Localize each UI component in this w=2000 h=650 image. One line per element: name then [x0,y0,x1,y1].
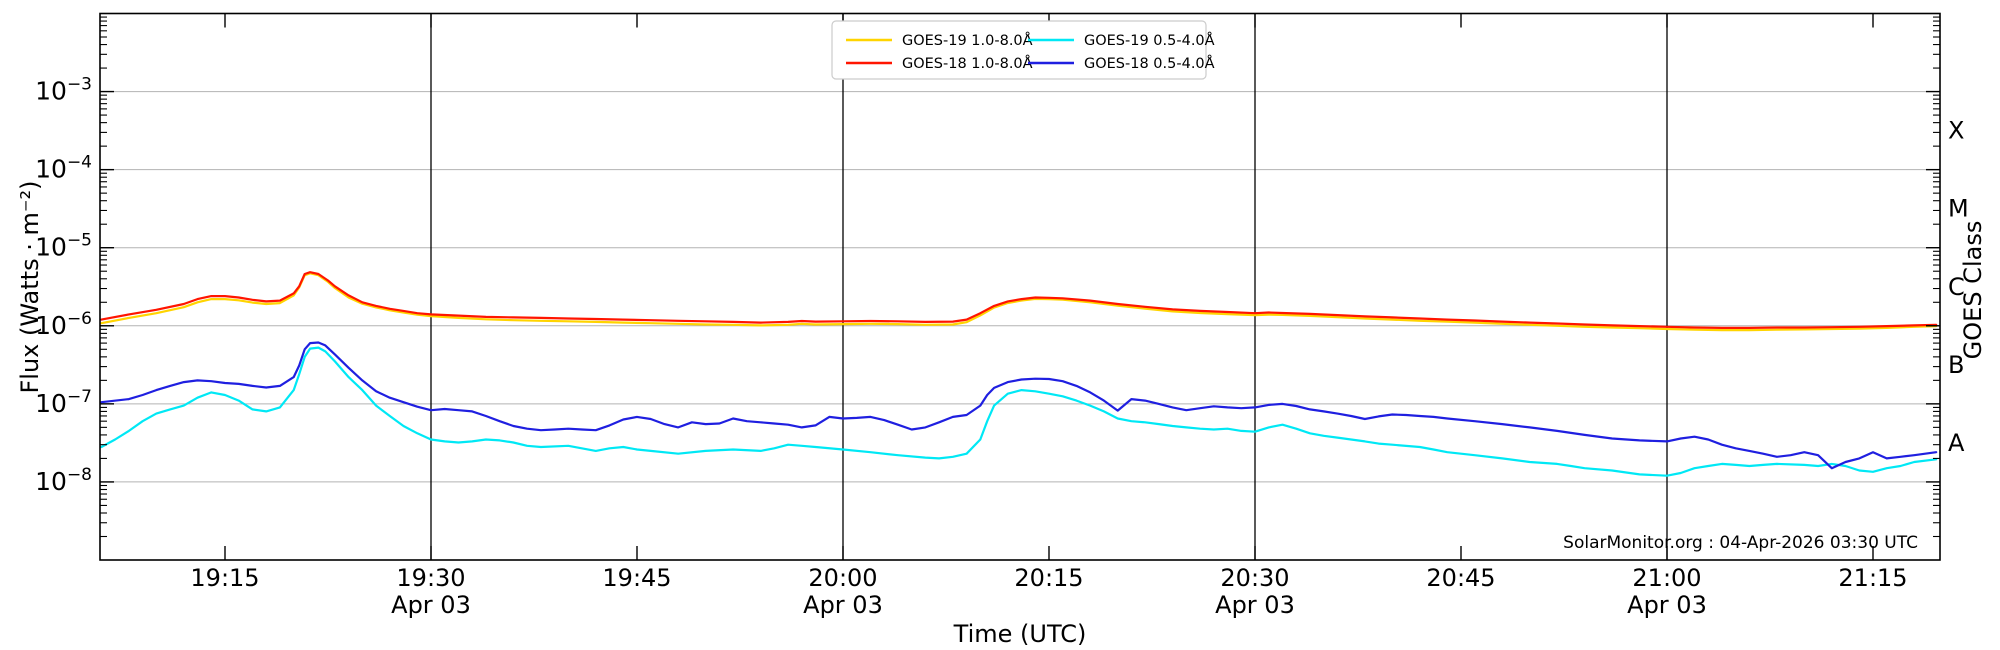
y-tick-label: 10−3 [35,75,92,106]
legend: GOES-19 1.0-8.0Å GOES-18 1.0-8.0Å GOES-19 … [831,20,1215,80]
legend-label: GOES-18 1.0-8.0Å [902,55,1033,72]
goes-class-label: B [1948,351,1964,379]
x-tick-label: 19:45 [602,564,671,592]
x-tick-label: 20:45 [1426,564,1495,592]
y-tick-label: 10−5 [35,231,92,262]
watermark-annotation: SolarMonitor.org : 04-Apr-2026 03:30 UTC [1563,533,1918,553]
legend-label: GOES-19 1.0-8.0Å [902,32,1033,49]
series-line [100,272,1938,332]
series-line [100,341,1938,470]
x-day-label: Apr 03 [1627,591,1707,619]
gridlines [100,91,1940,483]
x-day-label: Apr 03 [803,591,883,619]
series-line [100,346,1938,477]
plot-border [99,12,1941,561]
legend-box [831,20,1207,80]
y-axis-title: Flux (Watts · m⁻²) [16,180,44,393]
x-tick-label: 21:15 [1838,564,1907,592]
goes-class-label: C [1948,273,1965,301]
legend-label: GOES-18 0.5-4.0Å [1084,55,1215,72]
x-tick-label: 19:15 [190,564,259,592]
goes-class-label: X [1948,117,1964,145]
x-tick-label: 20:30 [1220,564,1289,592]
x-axis-title: Time (UTC) [953,620,1087,648]
y-tick-label: 10−4 [35,153,92,184]
goes-class-label: A [1948,429,1965,457]
goes-class-letters: X M C B A [1948,117,1969,457]
right-axis-title: GOES Class [1959,221,1987,360]
legend-label: GOES-19 0.5-4.0Å [1084,32,1215,49]
y-tick-label: 10−7 [35,387,92,418]
y-tick-label: 10−8 [35,465,92,496]
x-tick-label: 19:30 [396,564,465,592]
series-line [100,271,1938,329]
axes-spines-ticks [99,12,1941,561]
goes-class-label: M [1948,195,1969,223]
x-tick-label: 21:00 [1632,564,1701,592]
x-tick-label: 20:00 [808,564,877,592]
day-divider-lines [430,13,1668,560]
x-day-label: Apr 03 [391,591,471,619]
x-day-label: Apr 03 [1215,591,1295,619]
x-tick-label: 20:15 [1014,564,1083,592]
y-tick-label: 10−6 [35,309,92,340]
series-lines [100,271,1938,477]
